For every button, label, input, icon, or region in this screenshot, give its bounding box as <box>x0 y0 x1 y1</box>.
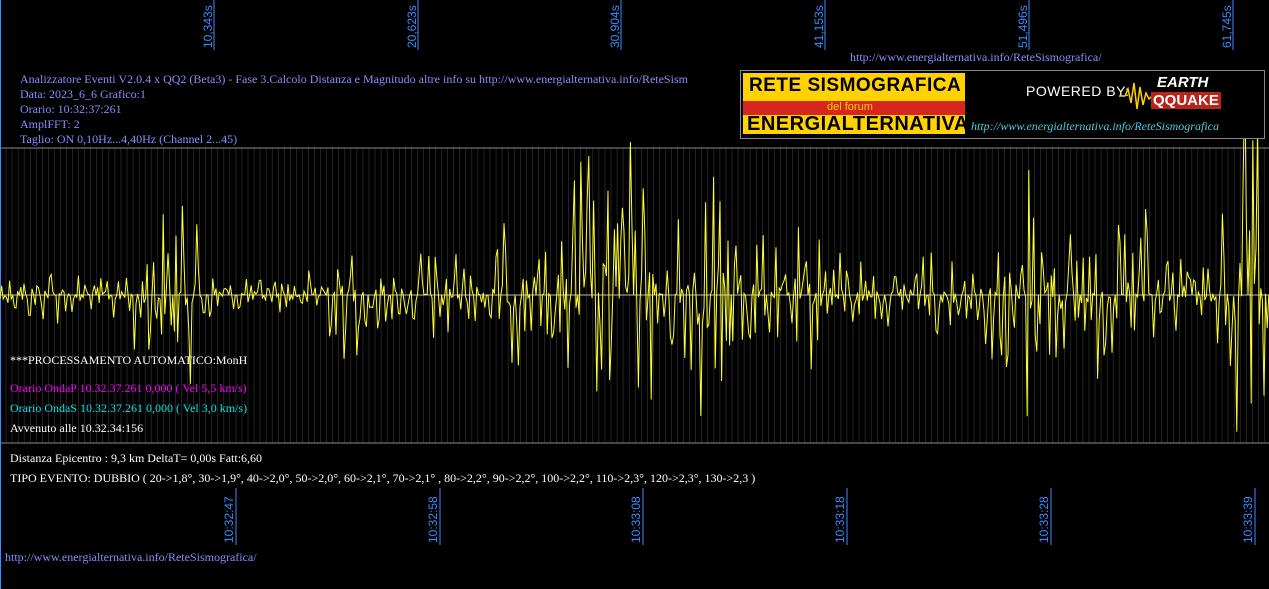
top-tick-label: 61,745s <box>1220 5 1234 48</box>
top-tick-label: 20,623s <box>405 5 419 48</box>
event-type: TIPO EVENTO: DUBBIO ( 20->1,8°, 30->1,9°… <box>10 471 756 485</box>
tick-lines <box>213 0 1256 545</box>
bottom-tick-label: 10:32:47 <box>222 496 236 543</box>
header-title: Analizzatore Eventi V2.0.4 x QQ2 (Beta3)… <box>20 72 688 86</box>
top-tick-label: 41,153s <box>812 5 826 48</box>
bottom-tick-label: 10:33:08 <box>629 496 643 543</box>
top-url[interactable]: http://www.energialternativa.info/ReteSi… <box>850 50 1102 64</box>
logo-line3: ENERGIALTERNATIVA <box>747 113 969 135</box>
seismograph-wave-icon <box>1119 82 1159 110</box>
brand-qquake: QQUAKE <box>1151 92 1221 109</box>
s-wave-time: Orario OndaS 10.32.37.261 0,000 ( Vel 3,… <box>10 401 248 415</box>
top-tick-label: 51,496s <box>1016 5 1030 48</box>
event-time: Avvenuto alle 10.32.34:156 <box>10 421 144 435</box>
bottom-url[interactable]: http://www.energialternativa.info/ReteSi… <box>5 550 257 564</box>
bottom-tick-label: 10:32:58 <box>426 496 440 543</box>
powered-by-label: POWERED BY: <box>1026 83 1130 99</box>
header-time: Orario: 10:32:37:261 <box>20 102 122 116</box>
logo-line2: del forum <box>827 101 873 113</box>
header-amplfft: AmplFFT: 2 <box>20 117 80 131</box>
rete-sismografica-logo: RETE SISMOGRAFICA del forum ENERGIALTERN… <box>740 70 1265 139</box>
top-tick-label: 30,904s <box>608 5 622 48</box>
epicenter-distance: Distanza Epicentro : 9,3 km DeltaT= 0,00… <box>10 451 263 465</box>
auto-processing-label: ***PROCESSAMENTO AUTOMATICO:MonH <box>10 353 248 367</box>
brand-earth: EARTH <box>1157 74 1209 91</box>
logo-line1: RETE SISMOGRAFICA <box>749 75 962 96</box>
logo-url[interactable]: http://www.energialternativa.info/ReteSi… <box>971 119 1219 133</box>
top-tick-label: 10,343s <box>201 5 215 48</box>
header-date: Data: 2023_6_6 Grafico:1 <box>20 87 146 101</box>
header-filter: Taglio: ON 0,10Hz...4,40Hz (Channel 2...… <box>20 132 238 146</box>
bottom-tick-label: 10:33:39 <box>1241 496 1255 543</box>
bottom-tick-label: 10:33:28 <box>1037 496 1051 543</box>
p-wave-time: Orario OndaP 10.32.37.261 0,000 ( Vel 5,… <box>10 381 247 395</box>
bottom-tick-label: 10:33:18 <box>833 496 847 543</box>
seismic-trace <box>0 82 1269 432</box>
